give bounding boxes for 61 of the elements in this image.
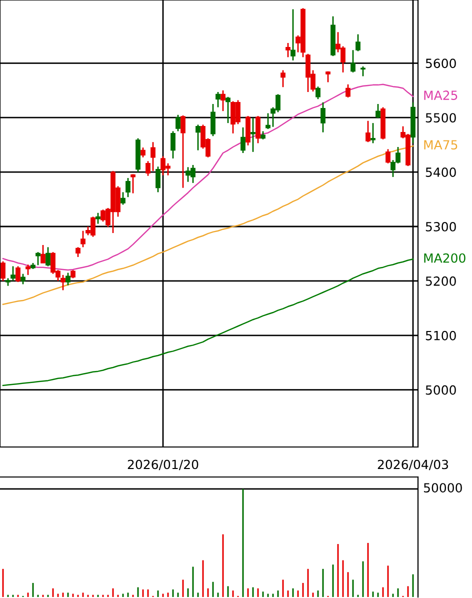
y-tick-label: 5000 <box>426 385 456 395</box>
series-label: MA25 <box>424 90 458 100</box>
text: 50000 <box>424 483 462 493</box>
candlestick <box>36 251 40 266</box>
candlestick <box>156 166 160 193</box>
candlestick <box>346 84 350 98</box>
candlestick <box>76 246 80 258</box>
candlestick <box>370 122 376 144</box>
candlestick <box>176 114 180 132</box>
candlestick <box>120 192 126 206</box>
candlestick <box>20 273 26 285</box>
candlestick <box>150 141 156 172</box>
candlestick <box>290 8 296 62</box>
candlestick <box>130 174 136 194</box>
candlestick <box>356 34 360 52</box>
candlestick <box>226 96 230 124</box>
candlestick <box>220 90 226 112</box>
candlestick <box>376 103 380 119</box>
candlestick <box>10 266 16 282</box>
candlestick <box>316 86 320 100</box>
candlestick <box>0 260 6 282</box>
line-series <box>2 84 414 271</box>
candlestick <box>366 120 370 143</box>
candlestick <box>210 103 216 137</box>
candlestick <box>16 266 20 283</box>
candlestick <box>320 102 326 133</box>
candlestick <box>180 114 186 189</box>
candlestick <box>360 66 366 77</box>
candlestick <box>386 148 390 164</box>
candlestick <box>126 177 130 198</box>
line-series <box>2 258 414 386</box>
x-tick-label: 2026/01/20 <box>128 460 198 470</box>
candlestick <box>46 246 50 267</box>
candlestick <box>40 244 46 264</box>
candlestick <box>266 112 270 130</box>
candlestick <box>286 42 290 58</box>
candlestick <box>256 115 260 144</box>
candlestick <box>66 272 70 286</box>
candlestick <box>26 264 30 276</box>
y-tick-label: 5600 <box>426 58 456 68</box>
candlestick <box>350 49 356 74</box>
candlestick <box>140 146 146 158</box>
candlestick <box>250 117 256 153</box>
candlestick <box>170 130 176 160</box>
series-label: MA200 <box>424 253 466 263</box>
x-tick-label: 2026/04/03 <box>378 460 448 470</box>
y-tick-label: 5200 <box>426 276 456 286</box>
y-tick-label: 5400 <box>426 168 456 177</box>
y-tick-label: 5100 <box>426 330 456 340</box>
candlestick <box>240 126 246 154</box>
candlestick <box>80 230 86 248</box>
candlestick <box>280 70 286 88</box>
y-tick-label: 5500 <box>426 113 456 123</box>
candlestick <box>146 160 150 177</box>
series-label: MA75 <box>424 140 458 150</box>
candlestick <box>96 212 100 224</box>
y-tick-label: 5300 <box>426 222 456 232</box>
line-series <box>2 145 414 305</box>
candlestick <box>60 274 66 291</box>
candlestick <box>196 124 200 151</box>
candlestick <box>216 91 220 108</box>
